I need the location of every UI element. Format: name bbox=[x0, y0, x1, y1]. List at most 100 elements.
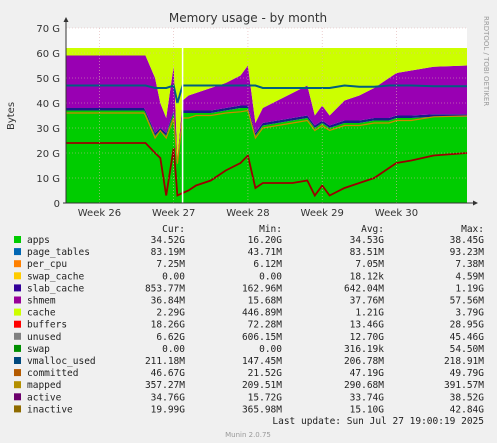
legend-value: 209.51M bbox=[242, 380, 282, 391]
x-tick-label: Week 29 bbox=[301, 208, 344, 219]
legend-value: 34.53G bbox=[350, 235, 385, 246]
legend-value: 54.50M bbox=[450, 344, 485, 355]
legend-swatch-buffers bbox=[14, 320, 21, 328]
legend-value: 72.28M bbox=[248, 320, 283, 331]
legend-value: 28.95G bbox=[450, 320, 485, 331]
legend-value: 1.21G bbox=[355, 308, 384, 319]
line-inactive bbox=[66, 142, 468, 198]
legend-value: 357.27M bbox=[145, 380, 185, 391]
munin-version: Munin 2.0.75 bbox=[225, 431, 271, 439]
last-update-text: Last update: Sun Jul 27 19:00:19 2025 bbox=[272, 416, 484, 427]
legend-value: 33.74G bbox=[350, 392, 385, 403]
legend-value: 4.59M bbox=[455, 271, 484, 282]
y-tick-label: 60 G bbox=[36, 49, 60, 60]
legend-value: 18.12k bbox=[350, 271, 385, 282]
line-active bbox=[66, 109, 468, 164]
legend-value: 0.00 bbox=[162, 271, 185, 282]
x-tick-label: Week 28 bbox=[226, 208, 269, 219]
legend-name-shmem: shmem bbox=[27, 296, 56, 307]
legend-name-page_tables: page_tables bbox=[27, 247, 90, 258]
legend-swatch-slab_cache bbox=[14, 284, 21, 292]
legend-value: 162.96M bbox=[242, 283, 282, 294]
legend-value: 38.45G bbox=[450, 235, 485, 246]
legend-name-swap_cache: swap_cache bbox=[27, 271, 84, 282]
legend-swatch-cache bbox=[14, 308, 21, 316]
legend-swatch-page_tables bbox=[14, 248, 21, 256]
area-slab-cache bbox=[66, 105, 467, 162]
legend-value: 6.62G bbox=[156, 332, 185, 343]
header-avg: Avg: bbox=[361, 224, 384, 235]
legend-value: 7.38M bbox=[455, 259, 484, 270]
legend-value: 83.51M bbox=[350, 247, 385, 258]
y-axis-arrow bbox=[63, 17, 69, 22]
legend-swatch-inactive bbox=[14, 405, 21, 413]
legend-value: 316.19k bbox=[344, 344, 384, 355]
legend-swatch-unused bbox=[14, 332, 21, 340]
legend-value: 18.26G bbox=[151, 320, 186, 331]
legend-swatch-committed bbox=[14, 369, 21, 377]
legend-name-mapped: mapped bbox=[27, 380, 61, 391]
y-tick-label: 10 G bbox=[36, 174, 60, 185]
legend-value: 57.56M bbox=[450, 296, 485, 307]
legend-value: 446.89M bbox=[242, 308, 282, 319]
legend-name-inactive: inactive bbox=[27, 404, 73, 415]
legend-value: 15.68M bbox=[248, 296, 283, 307]
axes: 0 10 G 20 G 30 G 40 G 50 G 60 G 70 G Week 26 Week… bbox=[36, 17, 478, 219]
legend-value: 7.05M bbox=[355, 259, 384, 270]
header-cur: Cur: bbox=[162, 224, 185, 235]
legend-value: 0.00 bbox=[162, 344, 185, 355]
legend-table-header: Cur: Min: Avg: Max: bbox=[162, 224, 484, 235]
legend-value: 43.71M bbox=[248, 247, 283, 258]
y-tick-label: 70 G bbox=[36, 24, 60, 35]
legend-value: 13.46G bbox=[350, 320, 385, 331]
legend-value: 42.84G bbox=[450, 404, 485, 415]
legend-value: 16.20G bbox=[248, 235, 283, 246]
legend-value: 19.99G bbox=[151, 404, 186, 415]
y-tick-label: 0 bbox=[54, 199, 60, 210]
x-tick-label: Week 30 bbox=[375, 208, 418, 219]
header-max: Max: bbox=[461, 224, 484, 235]
rrdtool-credit: RRDTOOL / TOBI OETIKER bbox=[482, 16, 490, 106]
area-apps bbox=[66, 108, 467, 203]
legend-value: 3.79G bbox=[455, 308, 484, 319]
y-tick-label: 20 G bbox=[36, 149, 60, 160]
legend-value: 21.52G bbox=[248, 368, 283, 379]
legend-swatch-vmalloc_used bbox=[14, 357, 21, 364]
legend-swatch-swap_cache bbox=[14, 272, 21, 280]
header-min: Min: bbox=[259, 224, 282, 235]
legend-value: 365.98M bbox=[242, 404, 282, 415]
legend-value: 206.78M bbox=[344, 356, 384, 367]
legend-swatch-swap bbox=[14, 344, 21, 352]
x-tick-label: Week 26 bbox=[78, 208, 121, 219]
legend-value: 34.52G bbox=[151, 235, 186, 246]
x-tick-label: Week 27 bbox=[152, 208, 195, 219]
legend-value: 290.68M bbox=[344, 380, 384, 391]
legend-value: 46.67G bbox=[151, 368, 186, 379]
area-cache bbox=[66, 48, 467, 158]
y-tick-label: 40 G bbox=[36, 99, 60, 110]
legend-value: 853.77M bbox=[145, 283, 185, 294]
y-tick-label: 30 G bbox=[36, 124, 60, 135]
x-axis-arrow bbox=[473, 200, 478, 206]
legend-value: 15.72G bbox=[248, 392, 283, 403]
legend-table: apps 34.52G 16.20G 34.53G 38.45G page_tables 8… bbox=[14, 235, 484, 415]
y-tick-label: 50 G bbox=[36, 74, 60, 85]
legend-name-active: active bbox=[27, 392, 62, 403]
legend-value: 211.18M bbox=[145, 356, 185, 367]
legend-value: 0.00 bbox=[259, 271, 282, 282]
legend-value: 642.04M bbox=[344, 283, 384, 294]
legend-swatch-apps bbox=[14, 236, 21, 243]
y-axis-label: Bytes bbox=[6, 102, 17, 130]
legend-name-vmalloc_used: vmalloc_used bbox=[27, 356, 96, 367]
legend-value: 12.70G bbox=[350, 332, 385, 343]
legend-name-apps: apps bbox=[27, 235, 50, 246]
legend-name-slab_cache: slab_cache bbox=[27, 283, 84, 294]
legend-value: 147.45M bbox=[242, 356, 282, 367]
legend-value: 37.76M bbox=[350, 296, 385, 307]
legend-swatch-active bbox=[14, 393, 21, 401]
legend-value: 1.19G bbox=[455, 283, 484, 294]
legend-name-buffers: buffers bbox=[27, 320, 67, 331]
legend-value: 47.19G bbox=[350, 368, 385, 379]
legend-value: 83.19M bbox=[151, 247, 186, 258]
